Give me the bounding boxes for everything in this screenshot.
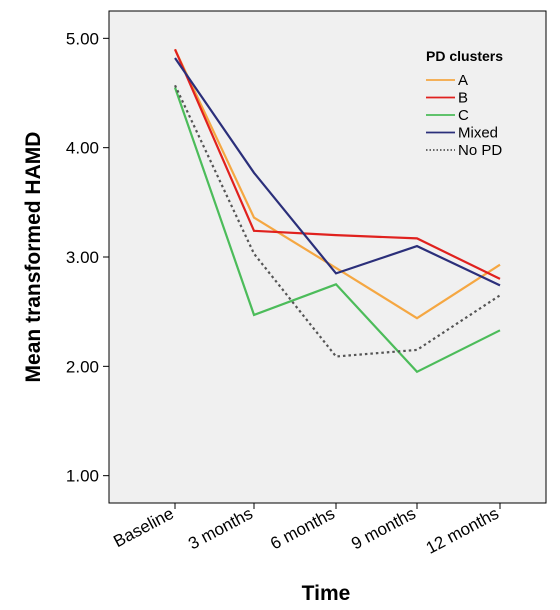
legend-title: PD clusters (426, 48, 503, 64)
legend-label: Mixed (458, 125, 498, 142)
y-tick-label: 5.00 (66, 29, 99, 48)
y-axis: 1.00 2.00 3.00 4.00 5.00 (66, 29, 109, 486)
x-axis: Baseline 3 months 6 months 9 months 12 month… (110, 503, 502, 558)
x-axis-title: Time (302, 582, 351, 605)
legend-label: C (458, 107, 469, 124)
legend-label: B (458, 90, 468, 107)
x-tick-label: 6 months (267, 504, 338, 554)
y-tick-label: 1.00 (66, 467, 99, 486)
y-tick-label: 4.00 (66, 139, 99, 158)
series-layer (173, 48, 501, 374)
y-axis-title: Mean transformed HAMD (22, 132, 45, 383)
y-tick-label: 2.00 (66, 357, 99, 376)
x-tick-label: 3 months (185, 504, 256, 554)
x-tick-label: Baseline (110, 504, 177, 551)
y-tick-label: 3.00 (66, 248, 99, 267)
legend-label: A (458, 72, 468, 89)
x-tick-label: 9 months (348, 504, 419, 554)
legend-label: No PD (458, 142, 502, 159)
x-tick-label: 12 months (423, 504, 502, 558)
plot-area (108, 10, 547, 504)
